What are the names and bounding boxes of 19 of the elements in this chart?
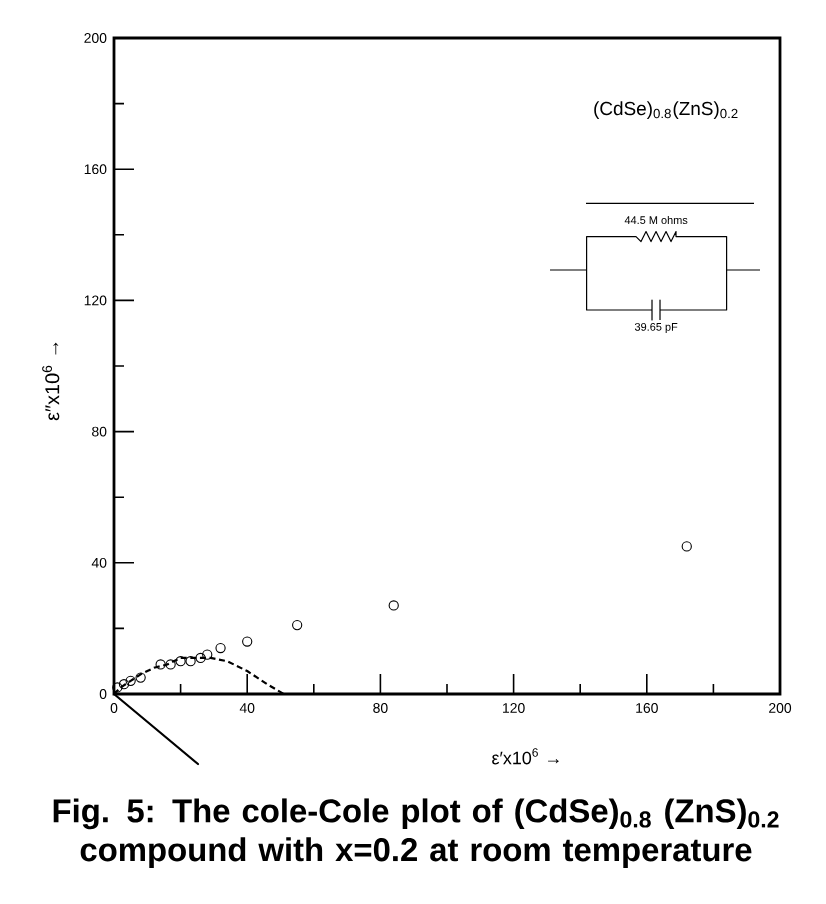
y-axis-title: ε″x10$^{6}$ → (42, 342, 60, 421)
point (135, 672, 146, 683)
text: Fig. 5: The cole-Cole plot of (CdSe)$_{0.8}$ (ZnS)$_{0.2}$ compound with x=0.2 at room temperature (53, 798, 779, 868)
point (681, 541, 692, 552)
point (195, 652, 206, 664)
point (175, 656, 186, 667)
point (292, 619, 303, 631)
point (388, 600, 399, 611)
point (202, 649, 213, 660)
point (165, 659, 176, 670)
point (155, 659, 166, 670)
point (112, 682, 123, 693)
annotation: (CdSe)$_{0.8}$(ZnS)$_{0.2}$ (594, 101, 738, 119)
point (215, 642, 226, 654)
point (118, 679, 130, 690)
x-axis-title: ε′x10$^{6}$ → (492, 748, 559, 765)
point (185, 656, 196, 667)
point (125, 675, 136, 687)
point (242, 636, 253, 647)
